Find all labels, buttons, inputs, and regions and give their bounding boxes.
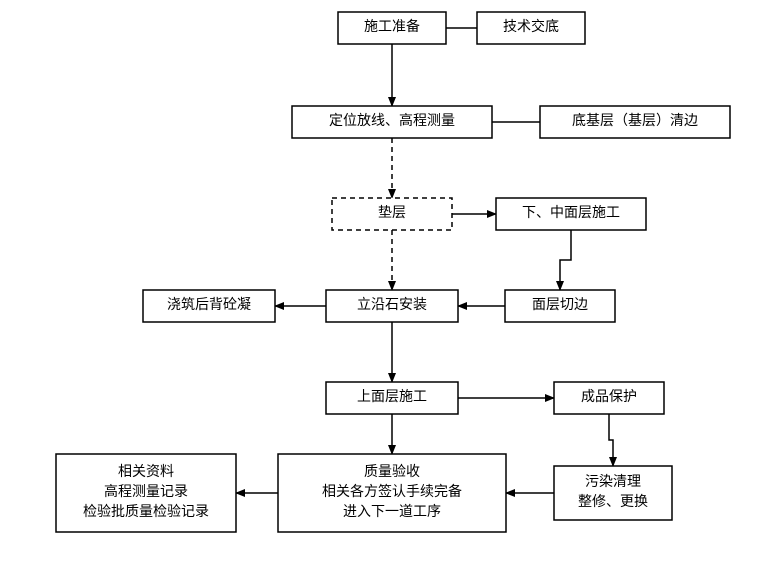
node-n4: 底基层（基层）清边 — [540, 106, 730, 138]
node-n13: 质量验收相关各方签认手续完备进入下一道工序 — [278, 454, 506, 532]
node-label: 整修、更换 — [578, 493, 648, 510]
node-label: 定位放线、高程测量 — [329, 112, 455, 129]
node-label: 进入下一道工序 — [343, 504, 441, 520]
node-label: 相关各方签认手续完备 — [322, 483, 462, 500]
node-label: 垫层 — [378, 205, 406, 221]
node-label: 高程测量记录 — [104, 483, 188, 500]
node-n6: 下、中面层施工 — [496, 198, 646, 230]
node-n3: 定位放线、高程测量 — [292, 106, 492, 138]
node-label: 下、中面层施工 — [522, 205, 620, 221]
nodes-layer: 施工准备 技术交底定位放线、高程测量 底基层（基层）清边垫层 下、中面层施工浇筑后背砼… — [56, 12, 730, 532]
node-label: 相关资料 — [118, 464, 174, 480]
node-n7: 浇筑后背砼凝 — [143, 290, 275, 322]
edges-layer — [236, 28, 613, 493]
node-n5: 垫层 — [332, 198, 452, 230]
node-n14: 污染清理整修、更换 — [554, 466, 672, 520]
node-label: 质量验收 — [364, 464, 420, 480]
node-n11: 成品保护 — [554, 382, 664, 414]
edge-n11-n14 — [609, 414, 613, 466]
node-n10: 上面层施工 — [326, 382, 458, 414]
node-n1: 施工准备 — [338, 12, 446, 44]
node-n12: 相关资料高程测量记录检验批质量检验记录 — [56, 454, 236, 532]
node-label: 技术交底 — [503, 18, 559, 35]
node-n9: 面层切边 — [505, 290, 615, 322]
node-label: 底基层（基层）清边 — [572, 112, 698, 129]
node-label: 上面层施工 — [357, 389, 427, 405]
node-label: 检验批质量检验记录 — [83, 504, 209, 520]
flowchart-canvas: 施工准备 技术交底定位放线、高程测量 底基层（基层）清边垫层 下、中面层施工浇筑后背砼… — [0, 0, 760, 570]
node-box — [554, 466, 672, 520]
node-label: 面层切边 — [532, 297, 588, 313]
node-n8: 立沿石安装 — [326, 290, 458, 322]
node-label: 成品保护 — [581, 389, 637, 405]
node-label: 污染清理 — [585, 474, 641, 490]
node-label: 立沿石安装 — [357, 297, 427, 313]
node-label: 浇筑后背砼凝 — [167, 297, 251, 313]
edge-n6-n9 — [560, 230, 571, 290]
node-n2: 技术交底 — [477, 12, 585, 44]
node-label: 施工准备 — [364, 18, 420, 35]
